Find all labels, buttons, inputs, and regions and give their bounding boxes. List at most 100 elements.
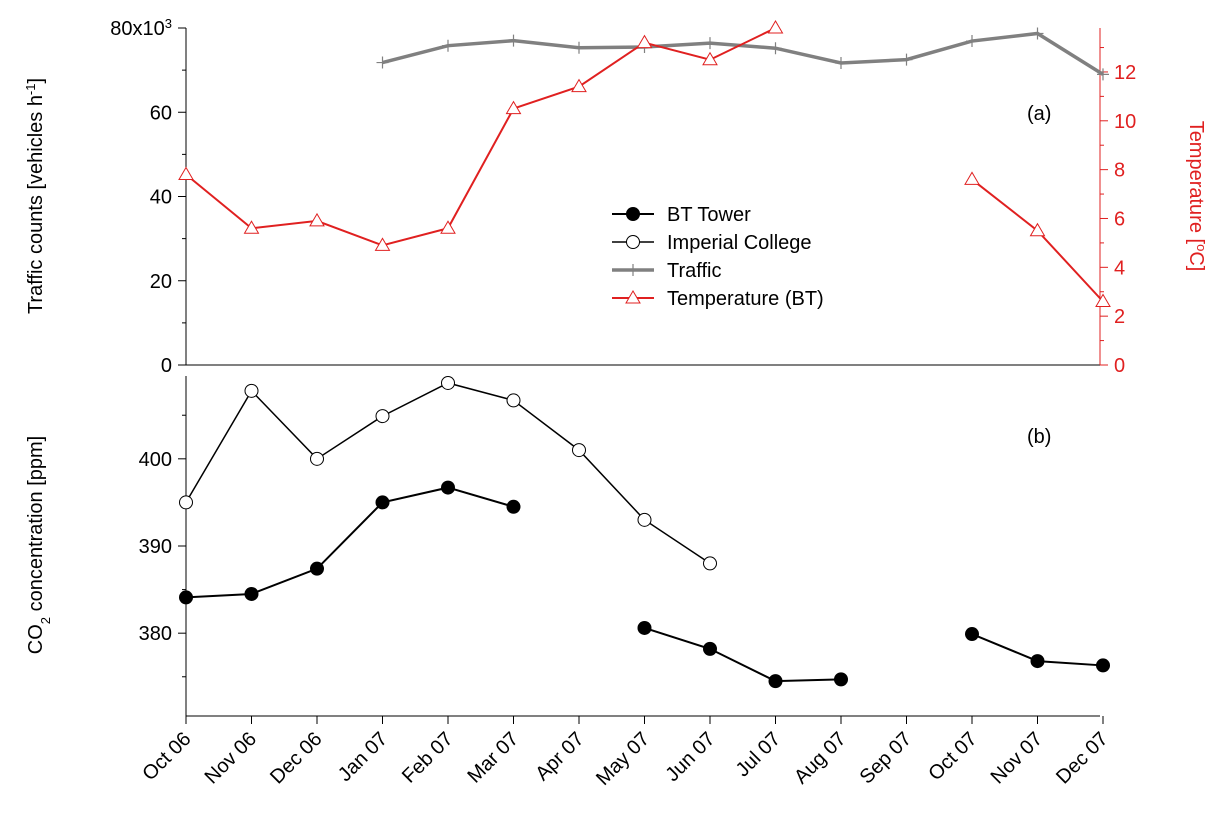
temperature-point <box>243 220 260 234</box>
traffic-point <box>835 56 847 69</box>
temperature-point <box>767 20 784 34</box>
temperature-point <box>178 166 194 181</box>
bt-tower-series-line <box>644 626 842 683</box>
legend-marker <box>625 290 641 304</box>
x-tick-label: Jan 07 <box>334 728 392 786</box>
panel-b-left-tick-label: 390 <box>139 536 172 558</box>
imperial-college-series-line <box>185 382 711 565</box>
bt-tower-point <box>506 499 521 514</box>
legend-entry: BT Tower <box>612 204 751 226</box>
traffic-point <box>376 56 389 69</box>
legend-label: BT Tower <box>667 204 751 226</box>
imperial-college-point <box>637 512 652 527</box>
traffic-point <box>966 35 978 48</box>
panel-a-left-tick-label: 40 <box>150 187 172 209</box>
imperial-college-point <box>310 451 324 466</box>
panel-a-right-tick-label: 2 <box>1114 306 1125 328</box>
bt-tower-point <box>244 586 259 601</box>
bt-tower-point <box>1096 658 1110 673</box>
temperature-point <box>1029 222 1046 237</box>
panel-b-label: (b) <box>1027 426 1051 448</box>
panel-a-right-tick-label: 6 <box>1114 208 1125 230</box>
panel-a-y-axis-title: Traffic counts [vehicles h-1] <box>23 78 48 314</box>
x-tick-label: Sep 07 <box>856 728 916 788</box>
panel-a-right-tick-label: 4 <box>1114 257 1125 279</box>
traffic-point <box>573 41 585 54</box>
x-tick-label: Dec 07 <box>1052 728 1112 788</box>
panel-a-label: (a) <box>1027 103 1051 125</box>
traffic-point <box>507 34 520 47</box>
panel-a-right-tick-label: 10 <box>1114 111 1136 133</box>
panel-a-left-tick-label: 60 <box>150 102 172 124</box>
legend-label: Temperature (BT) <box>667 288 824 310</box>
panel-a-right-tick-label: 12 <box>1114 62 1136 84</box>
imperial-college-point <box>244 383 259 398</box>
bt-tower-point <box>310 561 324 576</box>
temperature-point <box>505 100 522 115</box>
temperature-point <box>636 34 653 49</box>
x-tick-label: Apr 07 <box>531 728 588 785</box>
traffic-point <box>769 42 782 55</box>
temperature-series-line <box>185 27 776 247</box>
temperature-point <box>440 220 456 234</box>
traffic-point <box>1031 27 1044 40</box>
traffic-point <box>1097 68 1109 81</box>
legend-entry: Temperature (BT) <box>612 288 824 310</box>
temperature-point <box>1095 293 1111 308</box>
traffic-point <box>704 37 716 50</box>
x-tick-label: Mar 07 <box>463 728 523 788</box>
legend-label: Imperial College <box>667 232 812 254</box>
legend-marker <box>626 235 640 249</box>
x-tick-label: Oct 07 <box>924 728 981 785</box>
x-tick-label: Oct 06 <box>138 728 195 785</box>
bt-tower-point <box>441 480 455 495</box>
temperature-point <box>309 212 325 227</box>
temperature-series-line <box>971 178 1104 303</box>
temperature-point <box>702 51 718 66</box>
panel-b-left-tick-label: 400 <box>139 449 172 471</box>
x-tick-label: May 07 <box>592 728 654 790</box>
bt-tower-point <box>834 672 848 687</box>
imperial-college-point <box>179 495 193 510</box>
x-tick-label: Feb 07 <box>398 728 458 788</box>
temperature-point <box>964 171 980 185</box>
x-tick-label: Aug 07 <box>790 728 850 788</box>
panel-a-right-tick-label: 8 <box>1114 160 1125 182</box>
traffic-series-line <box>382 31 1104 76</box>
bt-tower-point <box>703 641 717 656</box>
panel-a-top-tick-label: 80x103 <box>110 16 172 41</box>
legend-entry: Imperial College <box>612 232 812 254</box>
bt-tower-point <box>637 620 652 635</box>
panel-a-left-tick-label: 20 <box>150 271 172 293</box>
x-tick-label: Nov 07 <box>987 728 1047 788</box>
panel-a-left-tick-label: 0 <box>161 355 172 377</box>
panel-a-y2-axis-title: Temperature [oC] <box>1185 121 1210 272</box>
bt-tower-point <box>375 495 390 510</box>
legend-entry: Traffic <box>612 260 721 282</box>
traffic-point <box>442 39 454 52</box>
panel-b-left-tick-label: 380 <box>139 623 172 645</box>
traffic-point <box>900 53 913 66</box>
x-tick-label: Jul 07 <box>732 728 785 781</box>
imperial-college-point <box>506 393 521 408</box>
temperature-point <box>571 78 587 93</box>
temperature-point <box>374 237 391 251</box>
legend-marker <box>626 207 640 221</box>
bt-tower-point <box>1030 654 1045 669</box>
panel-a-right-tick-label: 0 <box>1114 355 1125 377</box>
imperial-college-point <box>703 556 717 571</box>
imperial-college-point <box>572 443 586 458</box>
bt-tower-point <box>179 590 193 605</box>
x-tick-label: Jun 07 <box>662 728 720 786</box>
legend-label: Traffic <box>667 260 721 282</box>
panel-b-y-axis-title: CO2 concentration [ppm] <box>25 436 53 654</box>
imperial-college-point <box>375 409 390 424</box>
bt-tower-series-line <box>185 486 514 599</box>
x-tick-label: Nov 06 <box>201 728 261 788</box>
bt-tower-point <box>768 674 783 689</box>
x-tick-label: Dec 06 <box>266 728 326 788</box>
bt-tower-point <box>965 627 979 642</box>
imperial-college-point <box>441 375 455 390</box>
